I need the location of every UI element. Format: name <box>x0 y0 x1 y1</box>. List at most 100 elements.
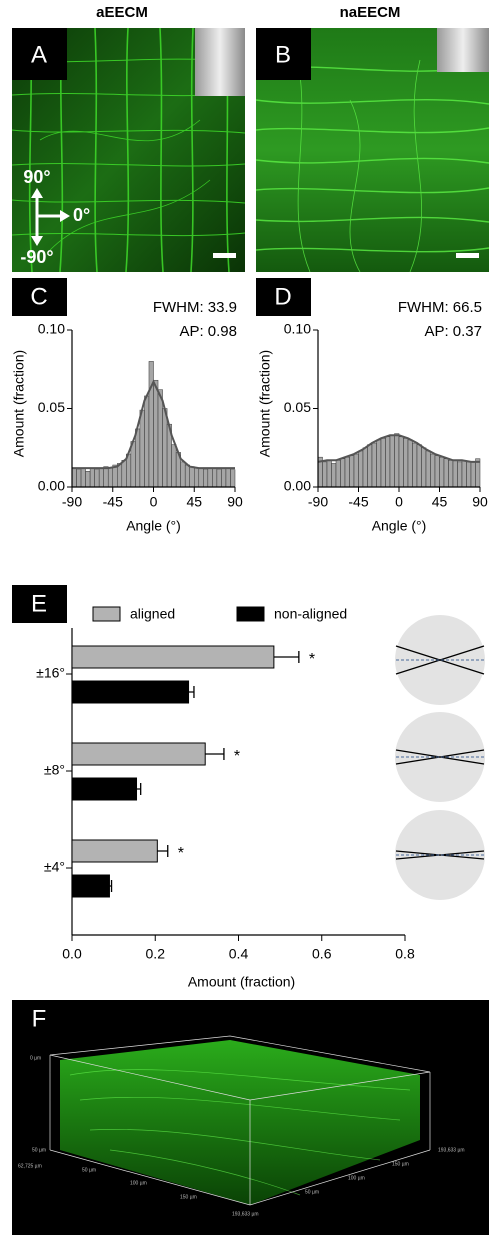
error-bar <box>273 651 300 663</box>
histogram-bar <box>89 467 95 488</box>
histogram-bar <box>121 460 127 488</box>
histogram-bar <box>457 461 463 488</box>
x-tick-label: 0.0 <box>62 946 82 962</box>
x-tick-label: 0.6 <box>312 946 332 962</box>
annotation: FWHM: 66.5 <box>398 299 482 316</box>
histogram-bar <box>162 408 168 488</box>
x-tick-label: 0 <box>395 494 403 510</box>
x-tick-label: 45 <box>186 494 202 510</box>
histogram-bar <box>380 438 386 488</box>
panel-label: C <box>30 283 47 310</box>
x-axis-label: Angle (°) <box>126 518 181 534</box>
y-tick-label: 0.10 <box>284 321 311 337</box>
fit-curve <box>72 379 235 470</box>
direction-label: -90° <box>20 247 53 267</box>
histogram-bar <box>203 469 209 488</box>
angle-schematics <box>395 615 485 900</box>
histogram-bar <box>71 467 77 488</box>
bounding-box <box>49 1035 431 1206</box>
bar <box>71 680 190 704</box>
histogram-bar <box>475 458 481 488</box>
histogram-bar <box>389 434 395 488</box>
y-axis-label: Amount (fraction) <box>257 350 273 457</box>
histogram-bar <box>394 433 400 488</box>
histogram-bar <box>80 467 86 488</box>
panel-label-box <box>12 28 67 80</box>
x-tick-label: 0.2 <box>146 946 166 962</box>
error-bar <box>109 880 113 892</box>
panel-label-box <box>256 28 311 80</box>
error-bar <box>136 783 142 795</box>
histogram-bar <box>212 467 218 488</box>
axis-label-3d: 193,633 µm <box>438 1147 465 1153</box>
x-tick-label: -90 <box>62 494 82 510</box>
y-axis-label: Amount (fraction) <box>11 350 27 457</box>
legend-label: non-aligned <box>274 606 347 622</box>
direction-label: 0° <box>73 205 90 225</box>
histogram-bar <box>452 460 458 488</box>
axis-label-3d: 50 µm <box>305 1189 319 1195</box>
histogram-bar <box>425 450 431 488</box>
histogram-bar <box>107 467 113 488</box>
error-bar <box>188 686 195 698</box>
schematic-lines <box>395 749 485 765</box>
histogram-bar <box>340 458 346 488</box>
fibers <box>69 1069 411 1196</box>
histogram-bar <box>371 442 377 488</box>
histogram-bar <box>331 463 337 488</box>
histogram-bar <box>344 456 350 488</box>
annotation: FWHM: 33.9 <box>153 299 237 316</box>
legend-label: aligned <box>130 606 175 622</box>
histogram-bar <box>466 461 472 488</box>
x-tick-label: -90 <box>308 494 328 510</box>
annotation: AP: 0.98 <box>179 323 237 340</box>
histogram-bar <box>421 447 427 488</box>
histogram-bar <box>98 467 104 488</box>
histogram-bar <box>470 461 476 488</box>
bar <box>71 874 110 898</box>
histogram-bar <box>94 469 100 488</box>
fibers <box>255 27 489 273</box>
x-tick-label: 0.8 <box>395 946 415 962</box>
x-tick-label: -45 <box>348 494 368 510</box>
histogram-bar <box>207 467 213 488</box>
panel-label: D <box>274 283 291 310</box>
x-tick-label: 0 <box>150 494 158 510</box>
panel-label-box <box>12 278 67 316</box>
render-3d: F 0 µm 50 µm 62,725 µm 50 µm 100 µm 150 … <box>12 1000 489 1235</box>
x-tick-label: -45 <box>103 494 123 510</box>
histogram-bar <box>194 467 200 488</box>
panel-label: A <box>31 41 47 68</box>
bar <box>71 839 158 863</box>
axis-label-3d: 100 µm <box>348 1175 365 1181</box>
scale-bar <box>213 253 236 258</box>
axis-label-3d: 62,725 µm <box>18 1163 42 1169</box>
significance-mark: * <box>234 748 240 765</box>
histogram-bar <box>353 453 359 488</box>
histogram-bar <box>416 444 422 488</box>
panel-label: F <box>32 1005 47 1032</box>
axis-label-3d: 150 µm <box>392 1161 409 1167</box>
y-tick-label: 0.10 <box>38 321 65 337</box>
histogram-bar <box>461 460 467 488</box>
panel-label-box <box>256 278 311 316</box>
fibers <box>11 27 246 273</box>
histogram-bar <box>230 469 236 488</box>
histogram-bar <box>184 464 190 488</box>
histogram-bar <box>376 439 382 488</box>
fit-curve <box>317 434 480 463</box>
panel-label: B <box>275 41 291 68</box>
inset <box>437 28 489 72</box>
histogram-bar <box>358 450 364 488</box>
tissue <box>60 1040 420 1205</box>
histogram-bar <box>216 469 222 488</box>
bar <box>71 742 206 766</box>
histogram-bar <box>157 389 163 488</box>
bar <box>71 777 138 801</box>
histogram-bar <box>139 409 145 488</box>
histogram-bar <box>430 453 436 488</box>
histogram-bar <box>448 460 454 488</box>
axis-label-3d: 100 µm <box>130 1180 147 1186</box>
histogram-bar <box>398 436 404 488</box>
